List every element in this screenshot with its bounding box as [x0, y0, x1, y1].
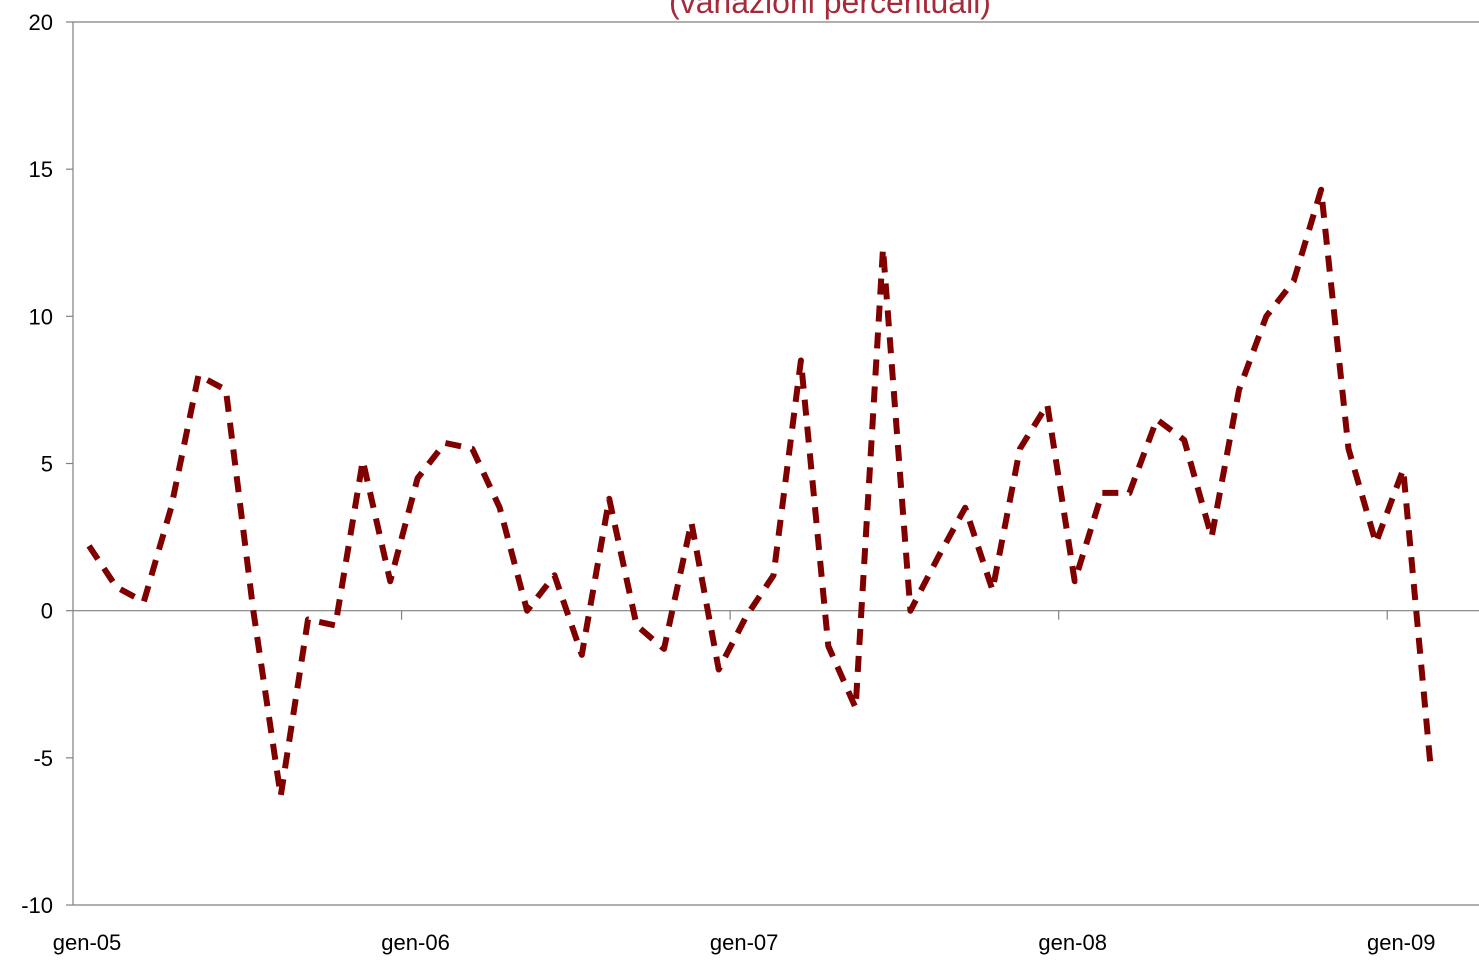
x-tick-label: gen-06 [381, 930, 450, 955]
y-tick-label: -5 [33, 746, 53, 771]
y-tick-label: 15 [29, 157, 53, 182]
x-tick-label: gen-09 [1367, 930, 1436, 955]
y-tick-label: 0 [41, 599, 53, 624]
x-tick-label: gen-08 [1038, 930, 1107, 955]
y-tick-label: 10 [29, 304, 53, 329]
y-tick-label: -10 [21, 893, 53, 918]
y-tick-label: 5 [41, 452, 53, 477]
y-tick-label: 20 [29, 10, 53, 35]
chart-title: (variazioni percentuali) [669, 0, 991, 20]
x-tick-label: gen-05 [53, 930, 122, 955]
x-tick-label: gen-07 [710, 930, 779, 955]
series-line [86, 186, 1434, 800]
